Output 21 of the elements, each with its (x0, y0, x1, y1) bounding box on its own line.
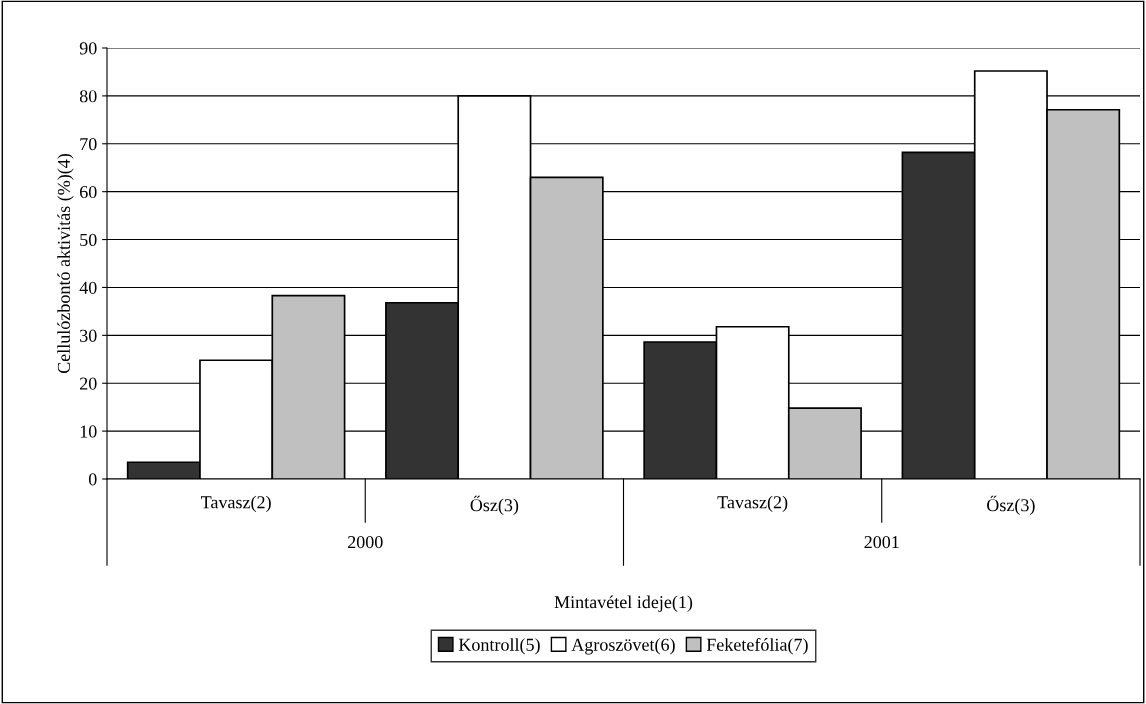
y-tick-label: 90 (79, 42, 97, 55)
y-tick-label: 80 (79, 90, 97, 103)
text: 2000 (347, 535, 383, 549)
y-tick-label: 50 (80, 233, 97, 246)
text: 2001 (864, 535, 899, 549)
y-tick-label: 30 (80, 329, 97, 342)
legend-label: Agroszövet(6) (571, 638, 675, 655)
y-tick-label: 40 (79, 281, 97, 294)
x-axis-title: Mintavétel ideje(1) (554, 595, 693, 612)
y-tick-label: 20 (80, 377, 97, 390)
y-tick-label: 0 (88, 473, 97, 486)
legend-label: Kontroll(5) (458, 638, 540, 655)
x-tick-label: Tavasz(2) (717, 495, 788, 513)
x-tick-label: Ősz(3) (470, 495, 519, 515)
legend-label: Feketefólia(7) (706, 637, 808, 655)
x-tick-label: Ősz(3) (987, 495, 1035, 515)
y-axis-title: Cellulózbontó aktivitás (%)(4) (57, 153, 74, 374)
y-tick-label: 10 (80, 425, 97, 438)
y-tick-label: 70 (80, 138, 97, 151)
x-tick-label: Tavasz(2) (200, 495, 271, 513)
y-tick-label: 60 (80, 185, 97, 199)
